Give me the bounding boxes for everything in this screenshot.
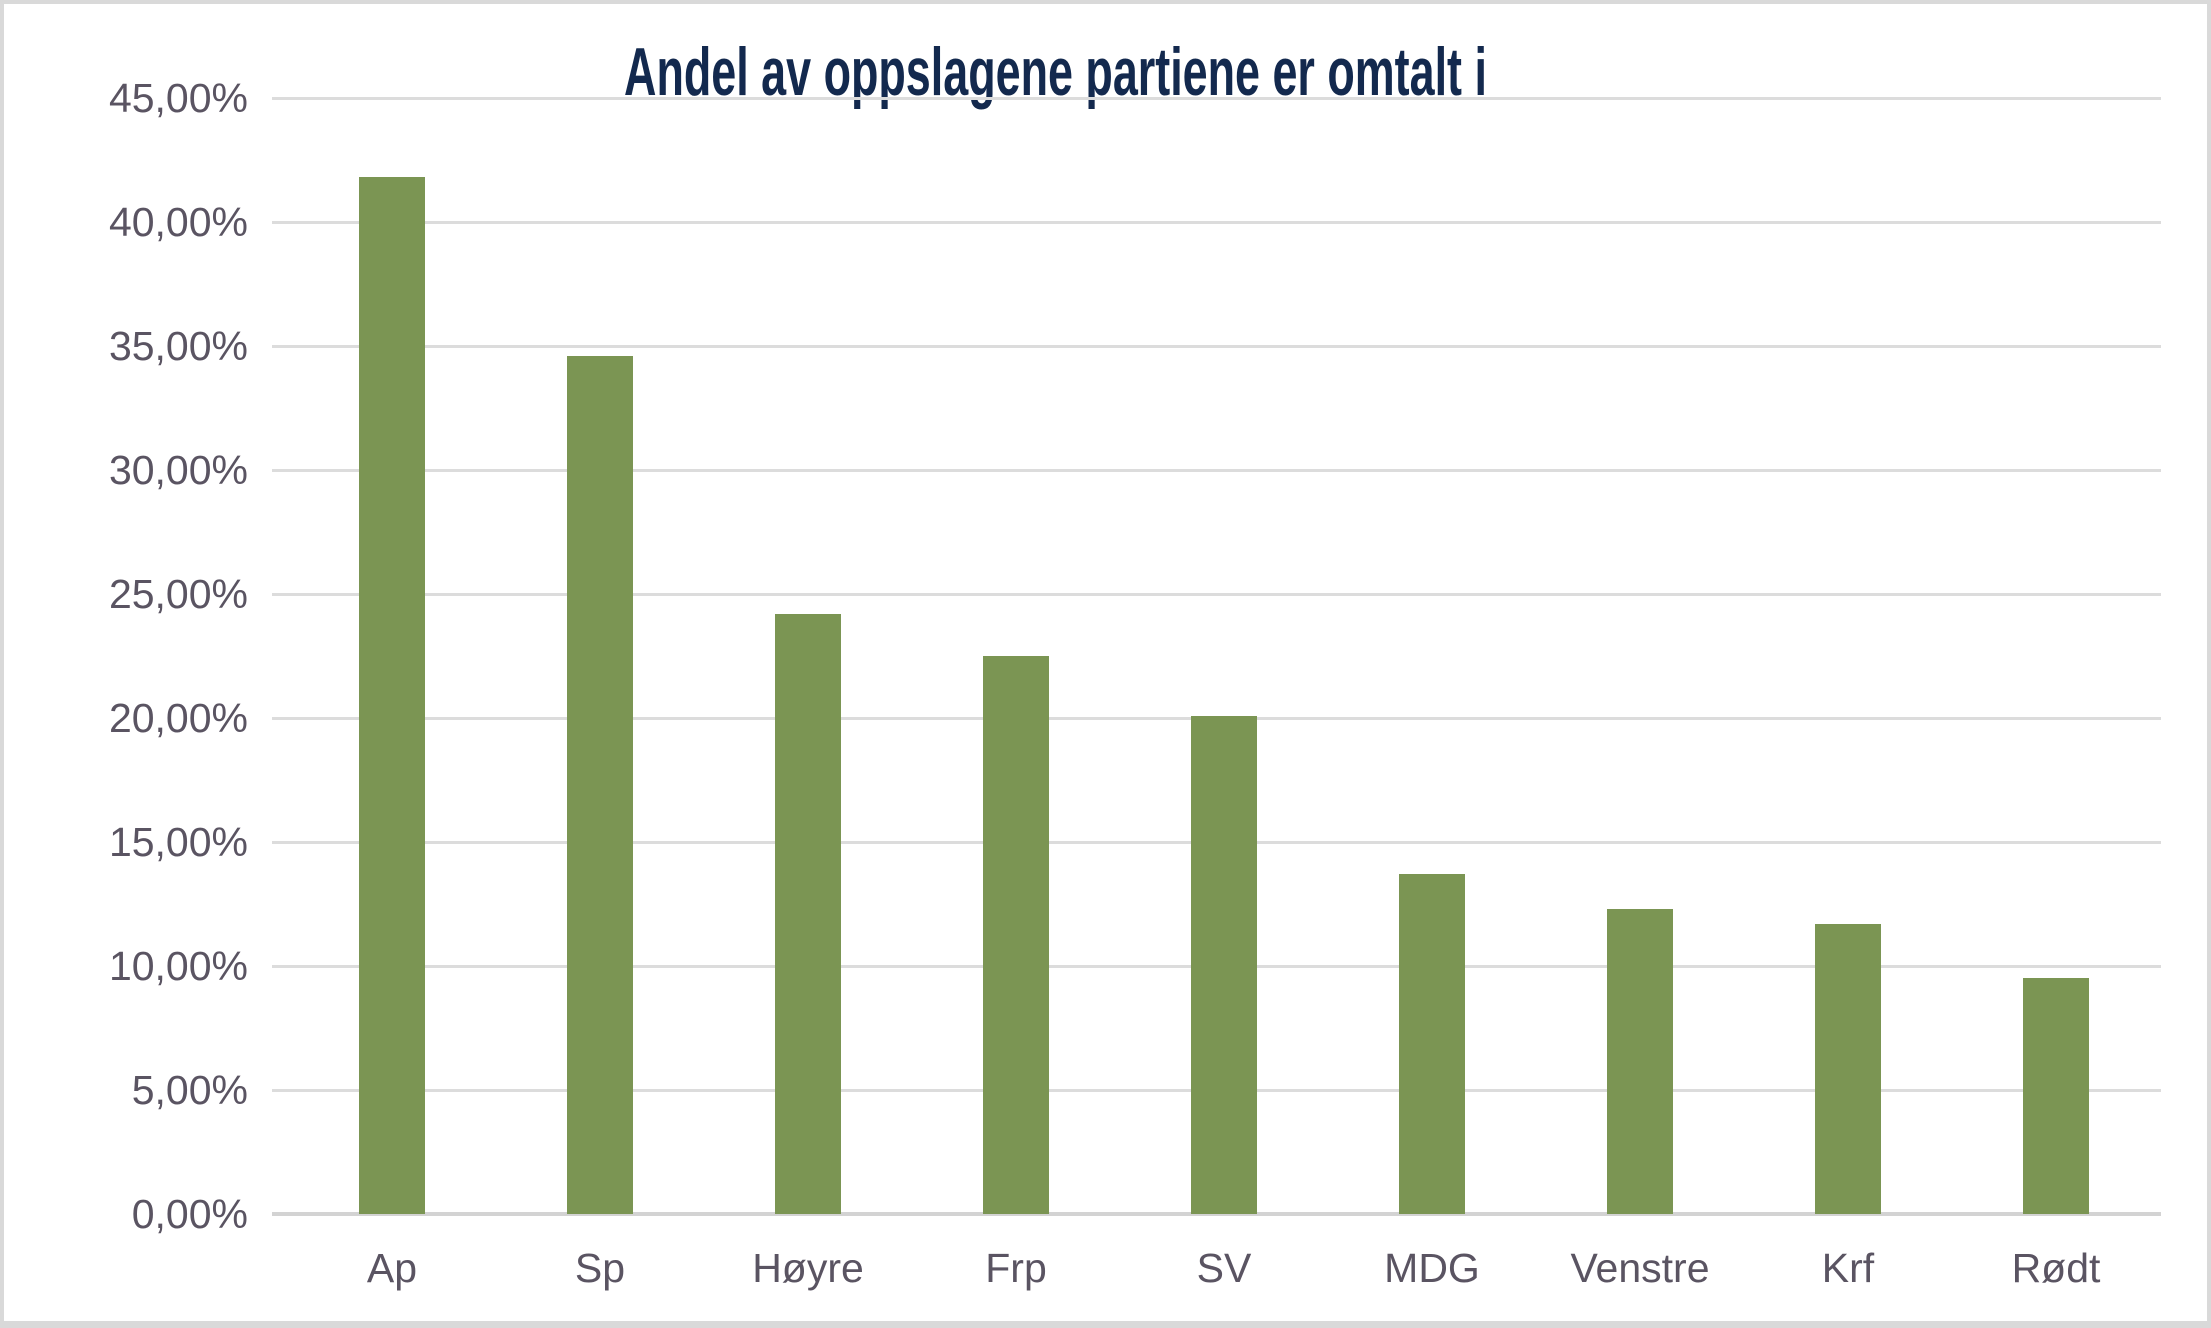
gridline xyxy=(272,592,2161,596)
x-axis: Ap Sp Høyre Frp SV MDG Venstre Krf Rødt xyxy=(288,1242,2160,1294)
gridline xyxy=(272,344,2161,348)
bar xyxy=(983,656,1049,1214)
y-tick-label: 40,00% xyxy=(108,199,248,245)
x-axis-line xyxy=(272,1212,2161,1216)
bar xyxy=(567,355,633,1214)
plot-area xyxy=(272,97,2161,1216)
x-category-label: SV xyxy=(1196,1245,1252,1291)
bar-slot xyxy=(496,98,704,1214)
x-category-label: Sp xyxy=(574,1245,626,1291)
gridline xyxy=(272,220,2161,224)
x-category-label: Frp xyxy=(985,1245,1047,1291)
bar-slot xyxy=(1952,98,2160,1214)
bar-slot xyxy=(1120,98,1328,1214)
y-tick-label: 35,00% xyxy=(108,323,248,369)
gridline xyxy=(272,97,2161,100)
bar-slot xyxy=(288,98,496,1214)
y-tick-label: 10,00% xyxy=(108,943,248,989)
x-category-label: Venstre xyxy=(1570,1245,1710,1291)
chart-title: Andel av oppslagene partiene er omtalt i xyxy=(624,34,1487,110)
y-tick-label: 0,00% xyxy=(131,1191,248,1237)
bar-slot xyxy=(912,98,1120,1214)
y-tick-label: 25,00% xyxy=(108,571,248,617)
x-category-label: MDG xyxy=(1384,1245,1480,1291)
y-tick-label: 45,00% xyxy=(108,75,248,121)
bar xyxy=(2023,978,2089,1214)
bar-slot xyxy=(1744,98,1952,1214)
bar xyxy=(359,177,425,1214)
bar xyxy=(1399,874,1465,1214)
x-category-label: Rødt xyxy=(2011,1245,2101,1291)
bar-slot xyxy=(1536,98,1744,1214)
x-category-label: Høyre xyxy=(752,1245,864,1291)
bar xyxy=(1191,715,1257,1214)
bar xyxy=(775,613,841,1214)
x-category-label: Ap xyxy=(366,1245,418,1291)
gridline xyxy=(272,468,2161,472)
bar-slot xyxy=(1328,98,1536,1214)
bars-layer xyxy=(288,98,2160,1214)
y-tick-label: 5,00% xyxy=(131,1067,248,1113)
y-tick-label: 15,00% xyxy=(108,819,248,865)
bar xyxy=(1815,923,1881,1214)
bar xyxy=(1607,908,1673,1214)
bar-slot xyxy=(704,98,912,1214)
y-tick-label: 30,00% xyxy=(108,447,248,493)
y-tick-label: 20,00% xyxy=(108,695,248,741)
x-category-label: Krf xyxy=(1821,1245,1875,1291)
y-axis: 0,00% 5,00% 10,00% 15,00% 20,00% 25,00% 30,00%… xyxy=(0,76,248,1236)
